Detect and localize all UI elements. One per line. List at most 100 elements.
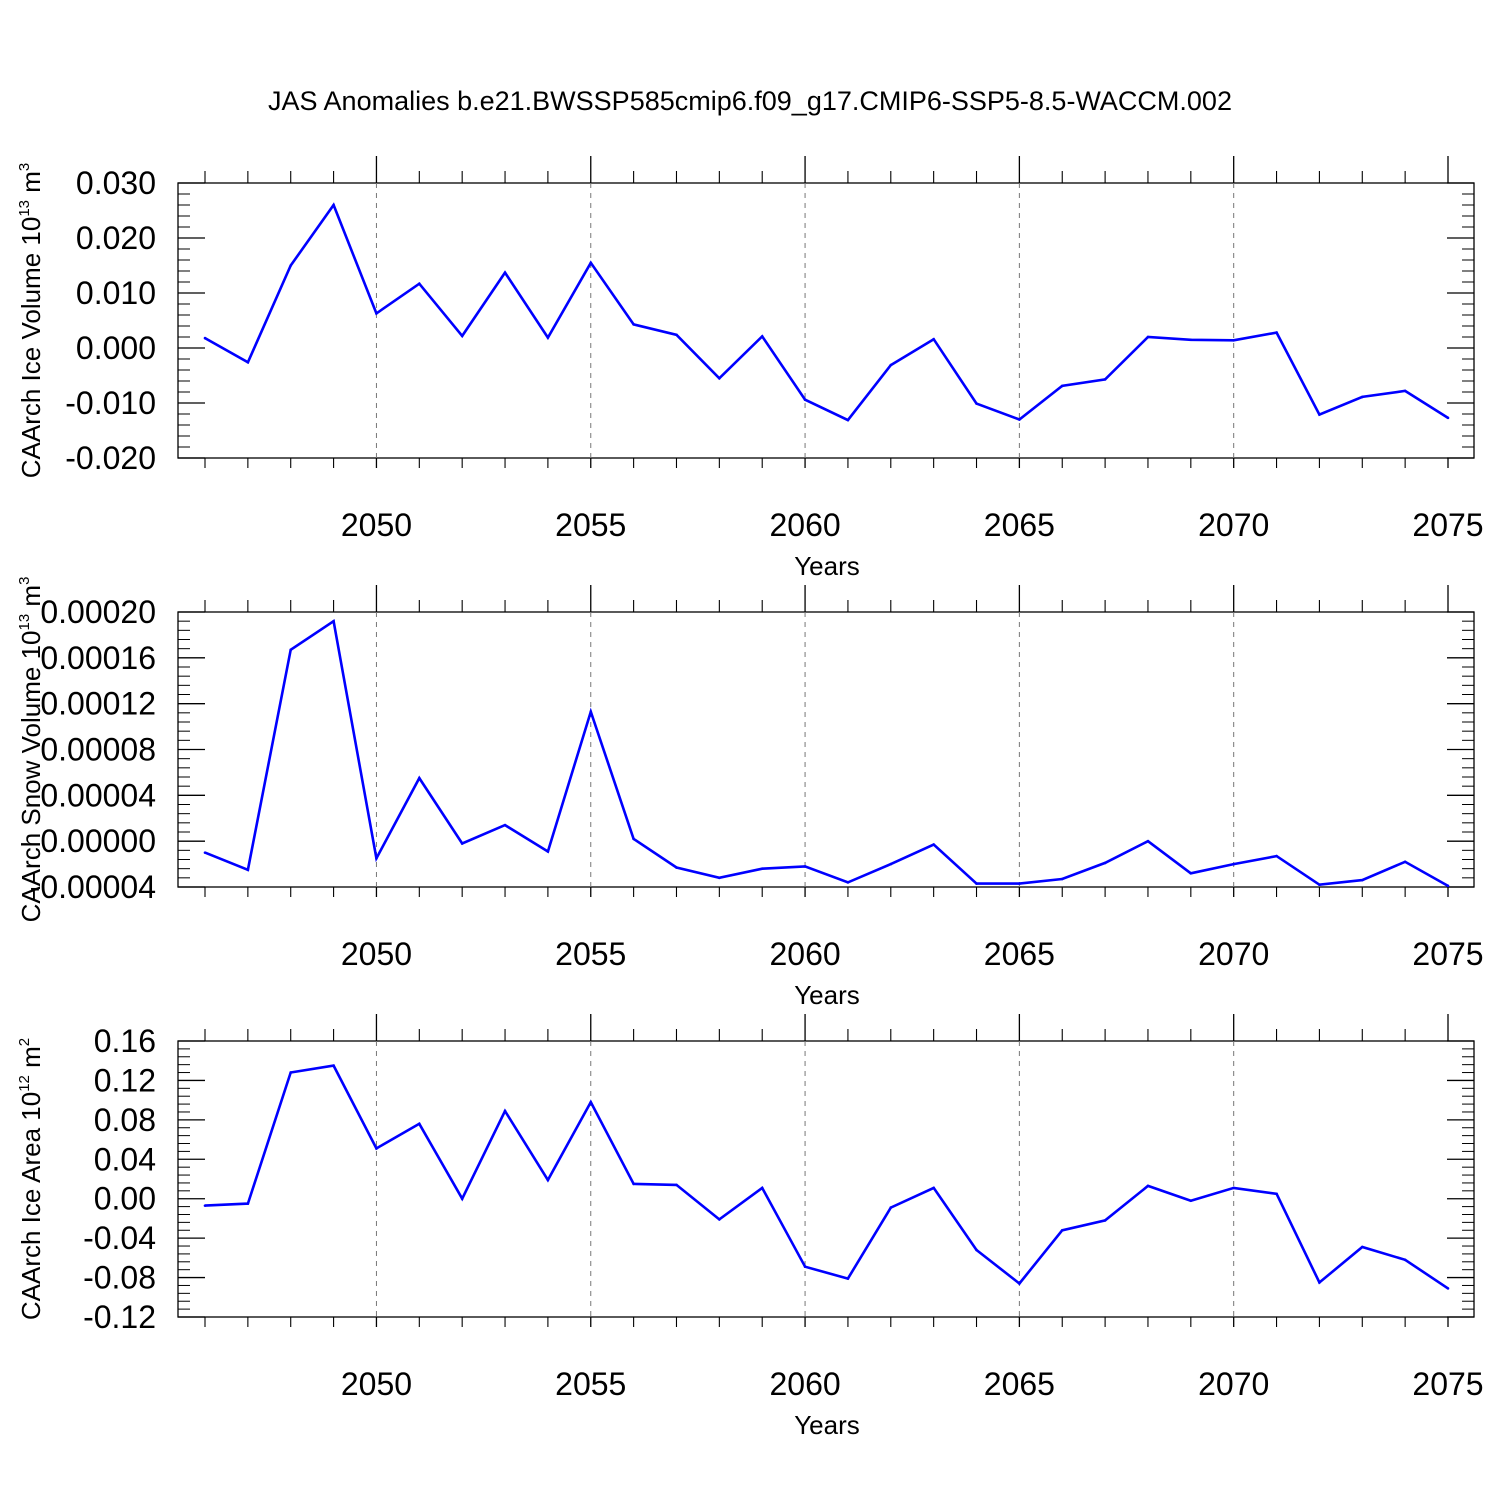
data-point: [546, 1178, 550, 1182]
data-point: [460, 334, 464, 338]
y-tick-label: -0.010: [65, 385, 156, 421]
data-point: [1189, 1199, 1193, 1202]
data-point: [889, 363, 893, 367]
data-point: [460, 1197, 464, 1201]
data-point: [246, 361, 250, 364]
x-tick-label: 2075: [1412, 1366, 1483, 1402]
y-axis-label-main: CAArch Ice Area 10: [16, 1092, 46, 1320]
data-point: [1103, 378, 1107, 381]
data-point: [846, 1277, 850, 1280]
data-point: [1018, 1282, 1021, 1285]
data-point: [1232, 862, 1235, 866]
x-axis-label: Years: [794, 1410, 860, 1440]
y-tick-label: 0.00012: [40, 686, 156, 722]
data-point: [1360, 1245, 1364, 1249]
data-point: [546, 336, 550, 339]
data-point: [675, 1183, 678, 1187]
y-axis-label-unit: m: [16, 171, 46, 200]
data-point: [418, 282, 421, 285]
data-point: [1232, 1186, 1235, 1190]
data-point: [375, 312, 378, 315]
x-tick-label: 2070: [1198, 936, 1269, 972]
y-tick-label: -0.00004: [30, 869, 156, 905]
figure-title: JAS Anomalies b.e21.BWSSP585cmip6.f09_g1…: [268, 86, 1232, 116]
panels: 2050 2055 2060 2065 2070 2075 -0.020 -0.010 0.00…: [16, 156, 1484, 1440]
data-point: [760, 867, 764, 870]
data-point: [332, 619, 335, 623]
data-point: [975, 1248, 978, 1252]
panel-1: 2050 2055 2060 2065 2070 2075 -0.020 -0.010 0.00…: [16, 156, 1484, 581]
x-tick-label: 2060: [769, 936, 840, 972]
data-point: [760, 1186, 764, 1190]
data-point: [675, 333, 678, 337]
y-axis-label: CAArch Ice Area 1012 m2: [16, 1038, 46, 1320]
data-point: [375, 857, 378, 860]
data-point: [589, 710, 593, 713]
x-tick-label: 2070: [1198, 1366, 1269, 1402]
y-tick-label: 0.030: [76, 165, 156, 201]
x-tick-label: 2060: [769, 1366, 840, 1402]
data-point: [1275, 854, 1278, 858]
data-point: [1360, 395, 1364, 399]
data-point: [589, 1100, 593, 1104]
data-point: [1318, 1281, 1321, 1284]
y-axis-label-exponent: 13: [16, 614, 33, 631]
y-tick-label: 0.010: [76, 275, 156, 311]
data-point: [503, 1109, 507, 1113]
x-tick-label: 2065: [984, 936, 1055, 972]
data-point: [1060, 877, 1064, 881]
x-tick-label: 2055: [555, 936, 626, 972]
x-tick-label: 2070: [1198, 507, 1269, 543]
plot-frame: [177, 182, 1475, 459]
y-axis-label-exponent: 13: [16, 200, 33, 217]
data-point: [932, 1186, 935, 1190]
data-point: [632, 323, 635, 326]
data-point: [203, 1204, 207, 1207]
x-tick-label: 2055: [555, 1366, 626, 1402]
y-axis-label-unit-exponent: 2: [16, 1038, 33, 1046]
data-point: [803, 865, 807, 868]
data-point: [1018, 418, 1021, 421]
data-point: [1275, 331, 1278, 334]
plot-frame: [177, 611, 1475, 888]
data-point: [418, 1122, 421, 1126]
data-point: [932, 843, 935, 846]
data-point: [1018, 882, 1021, 885]
data-point: [889, 862, 893, 866]
y-axis-label-unit-exponent: 3: [16, 577, 33, 585]
data-point: [1189, 338, 1193, 342]
x-tick-label: 2075: [1412, 936, 1483, 972]
data-point: [1318, 883, 1321, 887]
data-point: [1403, 860, 1407, 864]
data-point: [589, 261, 593, 265]
panel-3: 2050 2055 2060 2065 2070 2075 -0.12-0.08 -0.040…: [16, 1014, 1484, 1440]
series-line: [204, 1064, 1449, 1290]
data-point: [503, 823, 507, 827]
y-tick-label: -0.08: [83, 1260, 156, 1296]
y-axis-label: CAArch Snow Volume 1013 m3: [16, 577, 46, 923]
y-tick-label: -0.12: [83, 1299, 156, 1335]
y-axis-label-main: CAArch Ice Volume 10: [16, 217, 46, 479]
data-point: [1446, 416, 1450, 420]
x-tick-label: 2050: [341, 1366, 412, 1402]
data-point: [632, 837, 635, 841]
y-axis-label-unit: m: [16, 585, 46, 614]
x-tick-label: 2055: [555, 507, 626, 543]
panel-2: 2050 2055 2060 2065 2070 2075 -0.00004 0.00000 0…: [16, 577, 1484, 1010]
data-point: [1060, 384, 1064, 388]
y-tick-label: -0.04: [83, 1220, 156, 1256]
y-tick-label: 0.00: [94, 1181, 156, 1217]
data-point: [332, 1064, 335, 1067]
x-tick-label: 2065: [984, 1366, 1055, 1402]
y-axis-label-unit: m: [16, 1046, 46, 1075]
data-point: [1275, 1192, 1278, 1196]
x-tick-label: 2050: [341, 507, 412, 543]
data-point: [1446, 884, 1450, 888]
data-point: [1146, 335, 1150, 339]
data-point: [246, 868, 250, 872]
y-tick-label: 0.00008: [40, 732, 156, 768]
y-axis-label-unit-exponent: 3: [16, 163, 33, 171]
plot-frame: [177, 1040, 1475, 1318]
data-point: [1146, 839, 1150, 843]
